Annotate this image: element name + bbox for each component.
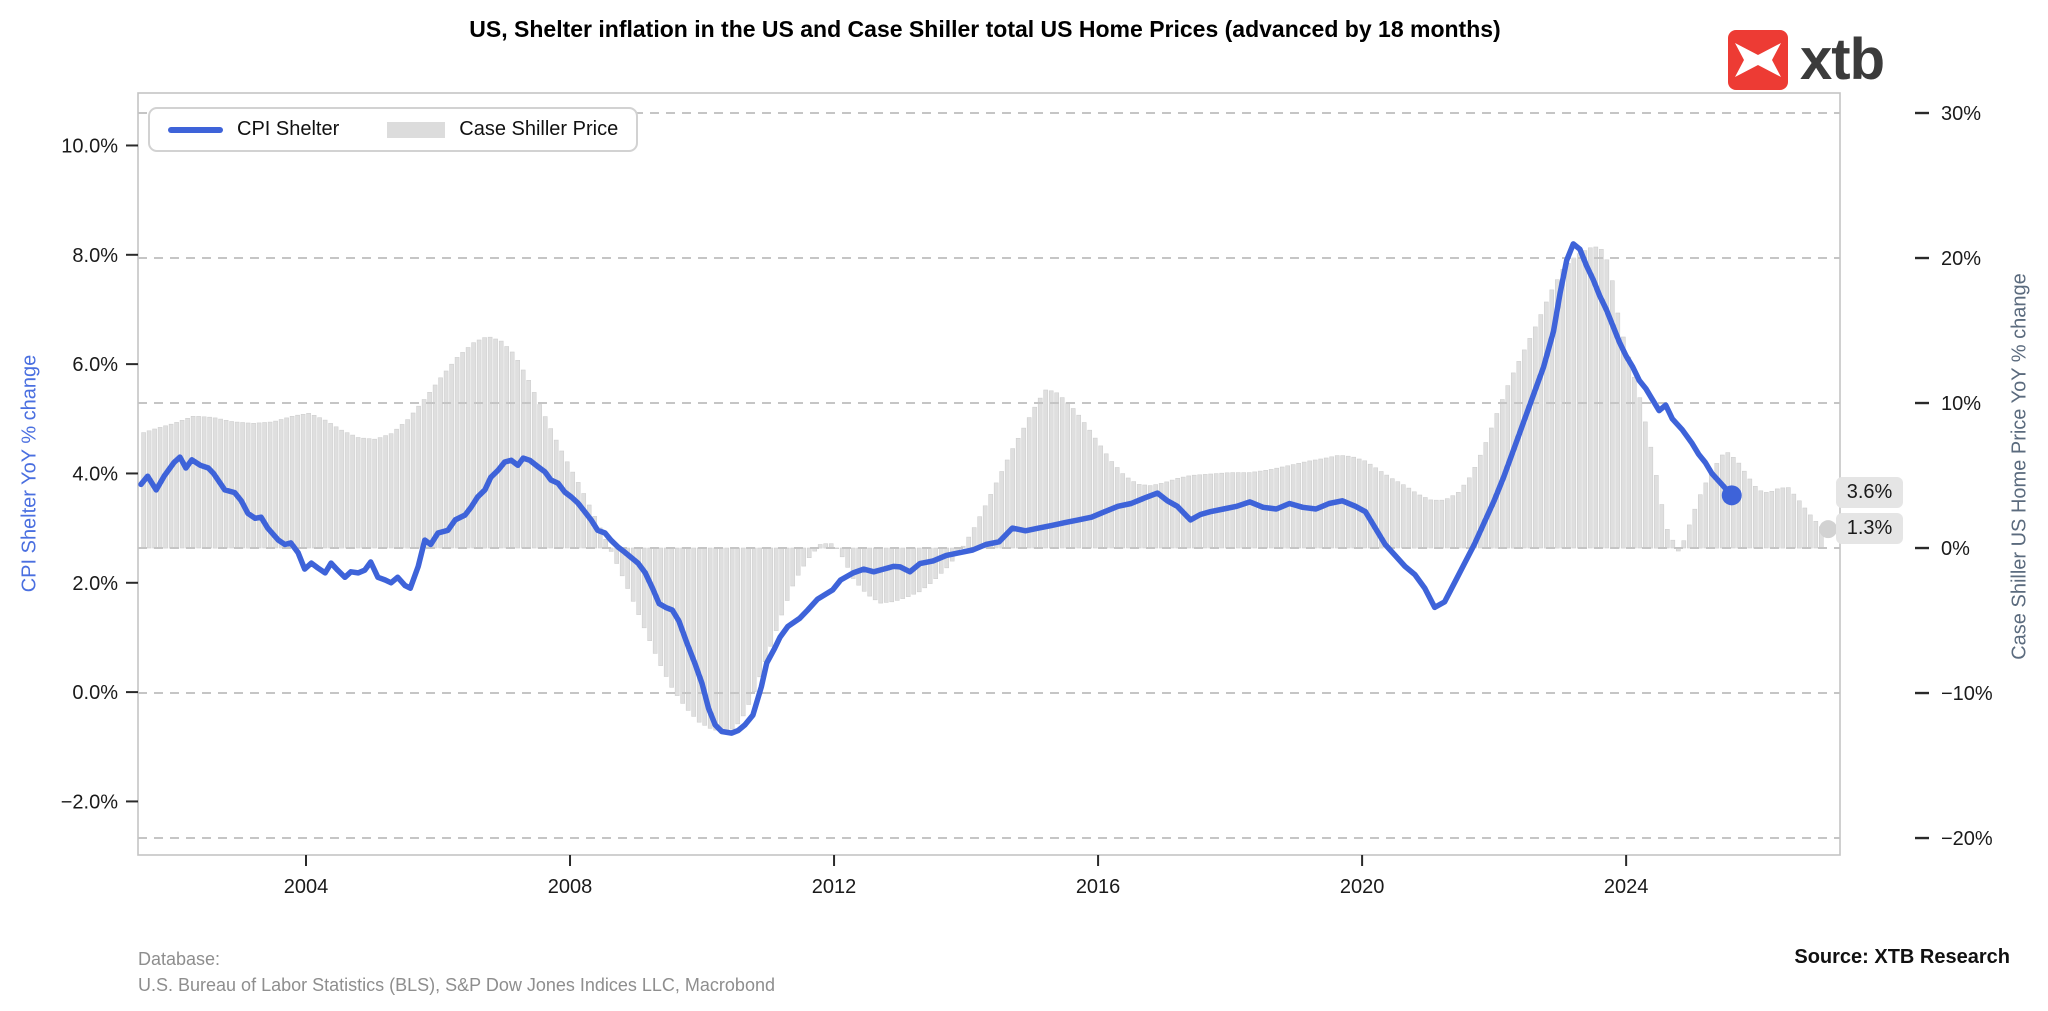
legend: CPI Shelter Case Shiller Price — [148, 107, 639, 152]
legend-line-swatch — [168, 126, 223, 133]
svg-text:20%: 20% — [1941, 248, 1981, 270]
svg-text:−20%: −20% — [1941, 828, 1993, 850]
svg-text:2020: 2020 — [1340, 876, 1385, 898]
svg-text:−10%: −10% — [1941, 683, 1993, 705]
svg-text:2016: 2016 — [1076, 876, 1121, 898]
xtb-x-glyph — [1735, 43, 1781, 77]
svg-text:2008: 2008 — [548, 876, 593, 898]
database-note: Database: U.S. Bureau of Labor Statistic… — [138, 946, 775, 998]
svg-text:6.0%: 6.0% — [72, 354, 118, 376]
xtb-logo-text: xtb — [1800, 27, 1885, 92]
source-note: Source: XTB Research — [1794, 946, 2010, 968]
svg-text:0.0%: 0.0% — [72, 682, 118, 704]
legend-bar-swatch — [387, 121, 446, 138]
svg-text:2004: 2004 — [284, 876, 329, 898]
legend-label-cpi: CPI Shelter — [237, 118, 340, 140]
legend-label-caseshiller: Case Shiller Price — [459, 118, 619, 140]
svg-text:10%: 10% — [1941, 393, 1981, 415]
database-label: Database: — [138, 949, 221, 969]
cpi-end-value-badge: 3.6% — [1836, 477, 1903, 508]
svg-text:−2.0%: −2.0% — [61, 791, 118, 813]
xtb-logo-icon — [1728, 30, 1788, 90]
chart-title: US, Shelter inflation in the US and Case… — [469, 16, 1501, 42]
svg-text:4.0%: 4.0% — [72, 463, 118, 485]
svg-text:0%: 0% — [1941, 538, 1970, 560]
database-sources: U.S. Bureau of Labor Statistics (BLS), S… — [138, 975, 775, 995]
svg-text:2024: 2024 — [1604, 876, 1649, 898]
svg-text:2012: 2012 — [812, 876, 857, 898]
svg-text:10.0%: 10.0% — [61, 135, 118, 157]
xtb-logo: xtb — [1728, 27, 1885, 92]
svg-text:2.0%: 2.0% — [72, 573, 118, 595]
svg-text:30%: 30% — [1941, 103, 1981, 125]
caseshiller-end-value-badge: 1.3% — [1836, 513, 1903, 544]
svg-text:8.0%: 8.0% — [72, 245, 118, 267]
